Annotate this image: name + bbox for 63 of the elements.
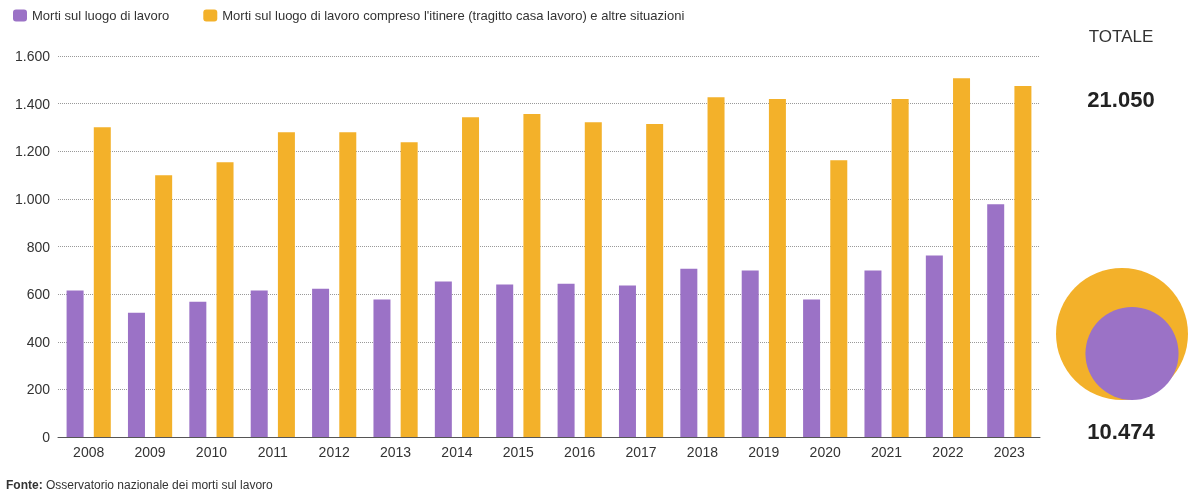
bar <box>987 204 1005 437</box>
bar <box>277 132 295 437</box>
y-tick-label: 1.000 <box>14 190 51 207</box>
bar <box>741 270 759 437</box>
data-label: 21.050 <box>1087 86 1155 112</box>
bar <box>312 288 330 437</box>
bar <box>557 283 575 437</box>
bar <box>339 132 357 437</box>
x-tick-label: 2011 <box>257 444 289 460</box>
y-tick-label: 0 <box>42 429 51 445</box>
bar <box>93 127 111 437</box>
bar <box>864 270 882 437</box>
x-tick-label: 2013 <box>379 444 412 460</box>
bar <box>189 301 207 437</box>
x-tick-label: 2016 <box>564 444 596 460</box>
bar <box>707 97 725 437</box>
x-tick-label: 2010 <box>195 444 228 460</box>
bar <box>250 290 268 437</box>
y-tick-label: 200 <box>26 381 51 398</box>
x-tick-label: 2022 <box>932 444 964 460</box>
x-tick-label: 2023 <box>993 444 1026 460</box>
legend-label: Morti sul luogo di lavoro <box>32 8 170 23</box>
data-label: 10.474 <box>1087 418 1156 444</box>
bar <box>66 290 84 437</box>
bar <box>953 78 971 437</box>
bar <box>434 281 452 437</box>
bar <box>155 175 173 437</box>
y-tick-label: 1.200 <box>14 143 51 160</box>
x-tick-label: 2018 <box>686 444 719 460</box>
bar <box>496 284 514 437</box>
bar <box>523 114 541 437</box>
x-tick-label: 2012 <box>318 444 350 460</box>
y-tick-label: 800 <box>26 238 51 255</box>
x-tick-label: 2015 <box>502 444 535 460</box>
y-tick-label: 600 <box>26 286 51 303</box>
source-note: Fonte: Osservatorio nazionale dei morti sul lavoro <box>6 478 274 492</box>
bar <box>584 122 602 437</box>
x-tick-label: 2019 <box>748 444 780 460</box>
x-tick-label: 2021 <box>870 444 903 460</box>
bar <box>618 285 636 437</box>
text: TOTALE <box>1088 27 1154 46</box>
bar <box>768 99 786 437</box>
bar <box>373 299 391 437</box>
bar <box>830 160 848 437</box>
bar <box>127 312 145 437</box>
legend-label: Morti sul luogo di lavoro compreso l'itinere (tragitto casa lavoro) e altre situazioni <box>222 8 685 23</box>
x-tick-label: 2020 <box>809 444 841 460</box>
bar <box>462 117 480 437</box>
x-tick-label: 2008 <box>73 444 105 460</box>
y-tick-label: 1.400 <box>14 95 51 112</box>
bar <box>891 99 909 437</box>
y-tick-label: 400 <box>26 333 51 350</box>
bar <box>803 299 821 437</box>
y-tick-label: 1.600 <box>14 48 51 64</box>
bar <box>400 142 418 437</box>
bar <box>646 124 664 437</box>
bar <box>680 268 698 437</box>
x-tick-label: 2017 <box>625 444 657 460</box>
bar <box>216 162 234 437</box>
x-tick-label: 2009 <box>134 444 166 460</box>
bar <box>925 255 943 437</box>
x-tick-label: 2014 <box>441 444 473 460</box>
bar <box>1014 86 1032 437</box>
